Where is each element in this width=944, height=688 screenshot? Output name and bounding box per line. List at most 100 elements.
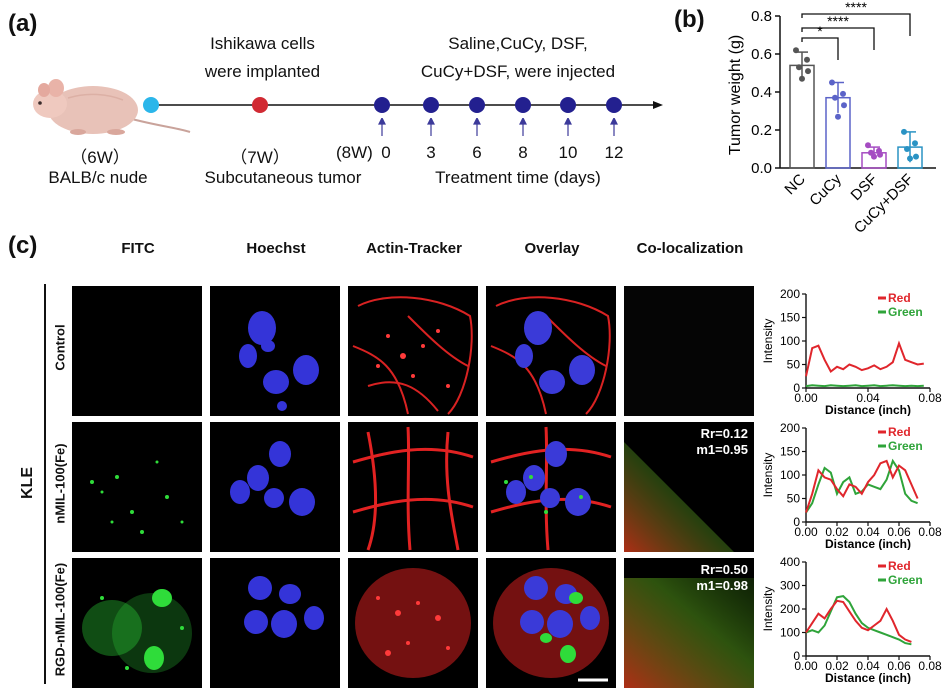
significance-label: **** <box>827 13 849 29</box>
tick-label-10: 10 <box>558 143 578 162</box>
micrograph-nmil-actin <box>348 422 478 552</box>
profile-x-tick-label: 0.02 <box>825 525 849 539</box>
column-header-overlay: Overlay <box>524 240 580 257</box>
intensity-profile-control: 0 50 100 150 200 0.00 0.04 0.08 Distance (inch) I… <box>761 287 942 416</box>
micrograph-control-actin <box>348 286 478 416</box>
age-6w-label: （6W） <box>70 148 130 167</box>
profile-y-tick-label: 50 <box>787 492 801 506</box>
micrograph-rgd-hoechst <box>210 558 340 688</box>
timeline-day-3-dot <box>423 97 439 113</box>
panel-c-label: (c) <box>8 232 38 259</box>
profile-x-tick-label: 0.08 <box>918 391 942 405</box>
red-channel-line <box>805 599 912 643</box>
colocalization-nmil: Rr=0.12 m1=0.95 <box>624 422 754 552</box>
y-tick-label: 0.8 <box>751 8 772 25</box>
micrograph-control-hoechst <box>210 286 340 416</box>
data-point <box>871 153 877 160</box>
profile-x-tick-label: 0.00 <box>794 391 818 405</box>
row-label-rgd-nmil: RGD-nMIL-100(Fe) <box>52 562 68 677</box>
data-point <box>913 153 919 160</box>
micrograph-nmil-fitc <box>72 422 202 552</box>
y-tick-label: 0.6 <box>751 46 772 63</box>
legend-green-label: Green <box>888 439 923 453</box>
profile-x-axis-label: Distance (inch) <box>825 403 911 416</box>
profile-y-tick-label: 50 <box>787 358 801 372</box>
tick-label-12: 12 <box>604 143 624 162</box>
red-channel-line <box>805 459 919 513</box>
timeline-start-dot <box>143 97 159 113</box>
tumor-weight-chart: Tumor weight (g) 0.00.20.40.60.8 *******… <box>727 0 936 237</box>
colocalization-nmil-stats: Rr=0.12 m1=0.95 <box>696 426 748 458</box>
profile-y-tick-label: 200 <box>780 421 800 435</box>
profile-y-tick-label: 100 <box>780 334 800 348</box>
micrograph-control-fitc <box>72 286 202 416</box>
legend-red-label: Red <box>888 291 911 305</box>
data-point <box>793 47 799 54</box>
micrograph-nmil-hoechst <box>210 422 340 552</box>
timeline-implant-dot <box>252 97 268 113</box>
profile-y-tick-label: 0 <box>793 649 800 663</box>
group-label-kle: KLE <box>19 467 36 499</box>
row-label-nmil: nMIL-100(Fe) <box>52 443 68 524</box>
micrograph-rgd-overlay <box>486 558 616 688</box>
data-point <box>799 75 805 82</box>
column-header-hoechst: Hoechst <box>246 240 306 257</box>
colocalization-rgd: Rr=0.50 m1=0.98 <box>624 558 754 688</box>
data-point <box>805 68 811 75</box>
implant-note-line1: Ishikawa cells <box>210 34 315 53</box>
column-header-fitc: FITC <box>121 240 155 257</box>
row-label-control: Control <box>52 324 68 371</box>
profile-x-tick-label: 0.08 <box>918 659 942 673</box>
significance-bracket <box>801 37 839 60</box>
profile-y-tick-label: 400 <box>780 555 800 569</box>
profile-x-tick-label: 0.06 <box>887 525 911 539</box>
significance-label: **** <box>845 0 867 15</box>
inject-note-line1: Saline,CuCy, DSF, <box>448 34 588 53</box>
profile-y-axis-label: Intensity <box>761 319 775 364</box>
micrograph-rgd-actin <box>348 558 478 688</box>
timeline-day-6-dot <box>469 97 485 113</box>
y-tick-label: 0.2 <box>751 122 772 139</box>
tick-label-6: 6 <box>472 143 482 162</box>
red-channel-line <box>805 340 924 377</box>
treatment-time-label: Treatment time (days) <box>435 168 601 187</box>
intensity-profile-nmil: 0 50 100 150 200 0.00 0.02 0.04 0.06 0.08 Distance… <box>761 421 942 550</box>
profile-x-tick-label: 0.04 <box>856 525 880 539</box>
y-tick-label: 0.4 <box>751 84 772 101</box>
inject-note-line2: CuCy+DSF, were injected <box>420 62 616 81</box>
profile-x-tick-label: 0.04 <box>856 391 880 405</box>
age-7w-label: （7W） <box>230 148 290 167</box>
profile-x-tick-label: 0.00 <box>794 525 818 539</box>
profile-x-tick-label: 0.08 <box>918 525 942 539</box>
profile-x-tick-label: 0.04 <box>856 659 880 673</box>
data-point <box>829 79 835 86</box>
data-point <box>832 94 838 101</box>
green-channel-line <box>805 458 918 514</box>
y-tick-label: 0.0 <box>751 160 772 177</box>
data-point <box>912 140 918 147</box>
profile-x-tick-label: 0.00 <box>794 659 818 673</box>
data-point <box>841 102 847 109</box>
data-point <box>907 155 913 162</box>
panel-b-label: (b) <box>674 6 705 33</box>
group-bracket <box>44 284 46 684</box>
timeline-arrows <box>370 116 630 138</box>
data-point <box>877 151 883 158</box>
mouse-strain-label: BALB/c nude <box>48 168 148 187</box>
profile-y-tick-label: 0 <box>793 515 800 529</box>
column-header-actin: Actin-Tracker <box>366 240 462 257</box>
colocalization-rgd-stats: Rr=0.50 m1=0.98 <box>696 562 748 594</box>
rgd-m1-value: m1=0.98 <box>696 578 748 593</box>
profile-y-tick-label: 150 <box>780 445 800 459</box>
profile-x-axis-label: Distance (inch) <box>825 671 911 684</box>
tick-label-3: 3 <box>426 143 436 162</box>
tick-label-8: 8 <box>518 143 528 162</box>
age-8w-label: (8W) <box>336 143 373 162</box>
legend-red-label: Red <box>888 559 911 573</box>
profile-x-tick-label: 0.06 <box>887 659 911 673</box>
profile-x-tick-label: 0.02 <box>825 659 849 673</box>
profile-y-axis-label: Intensity <box>761 453 775 498</box>
micrograph-control-overlay <box>486 286 616 416</box>
profile-y-axis-label: Intensity <box>761 587 775 632</box>
tick-label-0: 0 <box>381 143 391 162</box>
